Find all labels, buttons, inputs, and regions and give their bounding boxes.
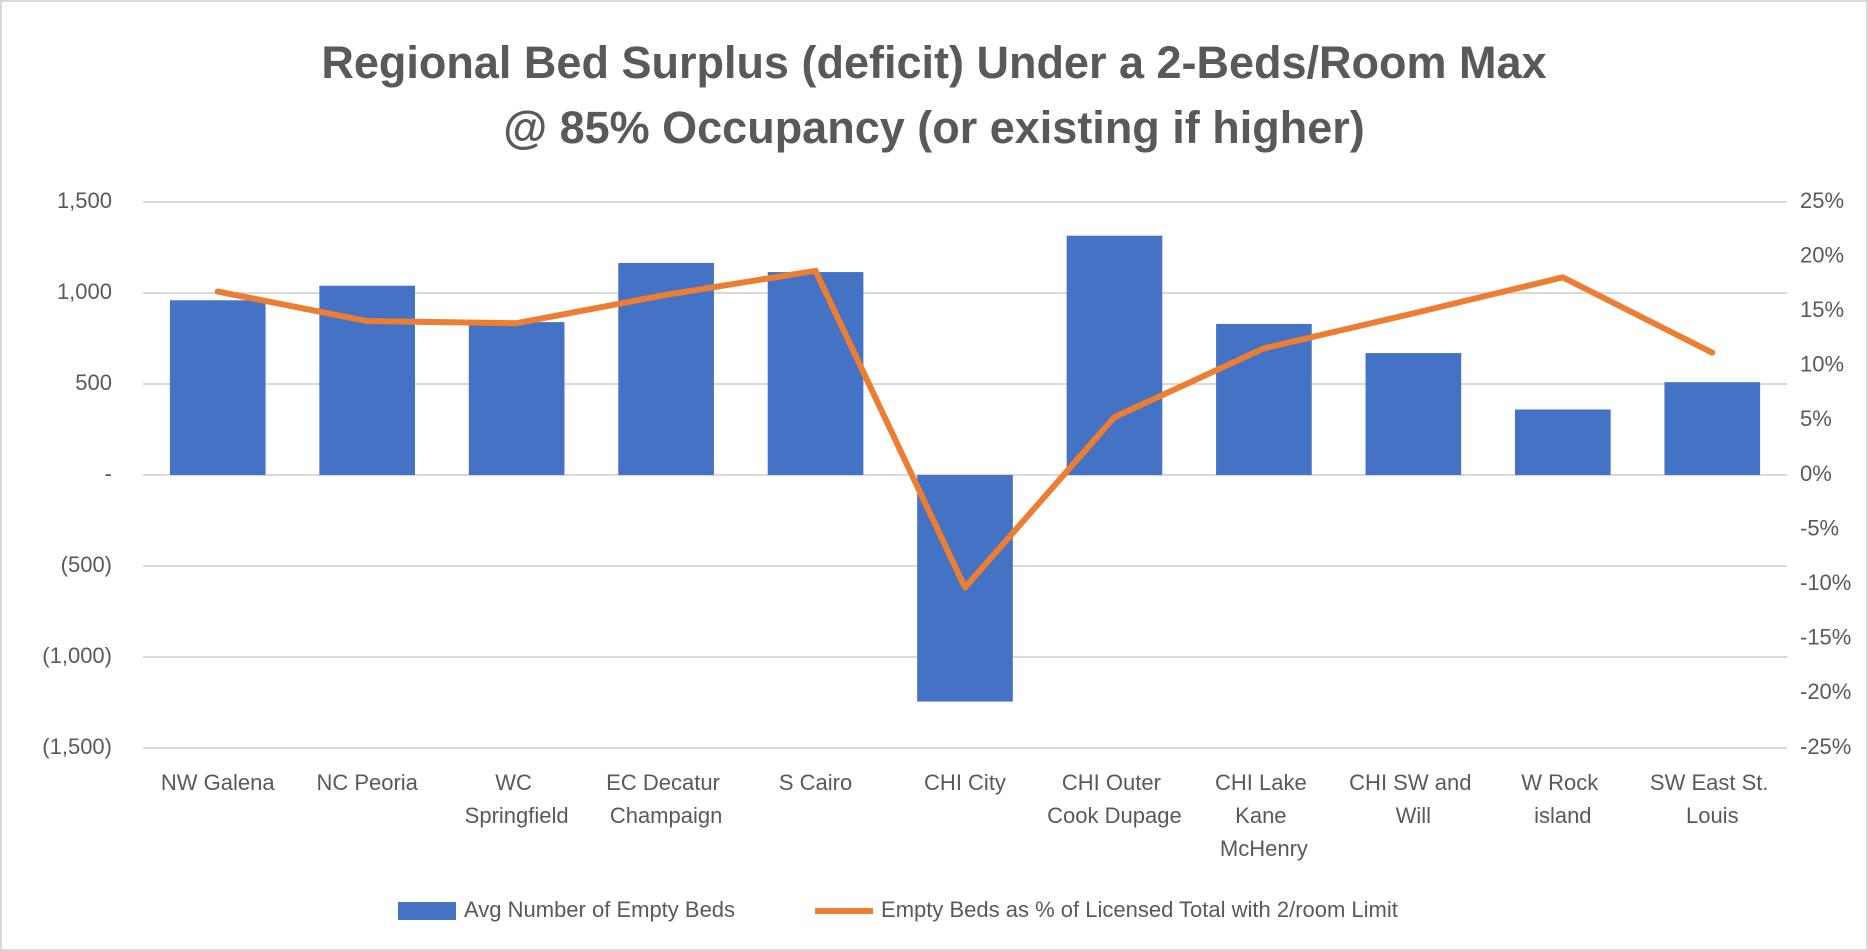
x-tick-label: S Cairo [779, 770, 852, 795]
bar [1664, 382, 1761, 475]
y2-tick-label: -20% [1800, 679, 1851, 704]
y-tick-label: (500) [61, 552, 112, 577]
x-tick-label: CHI City [924, 770, 1006, 795]
y2-tick-label: -25% [1800, 734, 1851, 759]
legend-label: Avg Number of Empty Beds [464, 897, 735, 922]
y-tick-label: 500 [75, 370, 112, 395]
y2-tick-label: 25% [1800, 188, 1844, 213]
x-tick-label: SW East St. Louis [1650, 770, 1775, 828]
y2-tick-label: 20% [1800, 242, 1844, 267]
x-tick-label: EC Decatur Champaign [606, 770, 726, 828]
y2-tick-label: -5% [1800, 515, 1839, 540]
y2-tick-label: 10% [1800, 352, 1844, 377]
y2-tick-label: 0% [1800, 461, 1832, 486]
x-tick-label: CHI Lake Kane McHenry [1215, 770, 1313, 861]
bar [468, 322, 565, 475]
y-tick-label: 1,500 [57, 188, 112, 213]
y-tick-label: 1,000 [57, 279, 112, 304]
x-tick-label: NW Galena [161, 770, 275, 795]
line [214, 267, 1716, 591]
bar [169, 300, 266, 475]
chart-title: @ 85% Occupancy (or existing if higher) [503, 102, 1365, 153]
legend-label: Empty Beds as % of Licensed Total with 2… [881, 897, 1398, 922]
y2-tick-label: 5% [1800, 406, 1832, 431]
bar [767, 272, 864, 475]
legend-swatch [398, 902, 456, 920]
x-tick-label: W Rock island [1521, 770, 1604, 828]
bar [1514, 409, 1611, 475]
y-tick-label: (1,000) [42, 643, 112, 668]
x-tick-label: NC Peoria [316, 770, 418, 795]
x-tick-label: CHI Outer Cook Dupage [1047, 770, 1182, 828]
y2-tick-label: 15% [1800, 297, 1844, 322]
x-tick-label: CHI SW and Will [1349, 770, 1477, 828]
bar [1365, 353, 1462, 475]
y-tick-label: - [105, 461, 112, 486]
y2-tick-label: -10% [1800, 570, 1851, 595]
bar [1066, 235, 1163, 475]
y2-tick-label: -15% [1800, 625, 1851, 650]
y-tick-label: (1,500) [42, 734, 112, 759]
chart-title: Regional Bed Surplus (deficit) Under a 2… [321, 37, 1546, 88]
x-tick-label: WC Springfield [465, 770, 569, 828]
